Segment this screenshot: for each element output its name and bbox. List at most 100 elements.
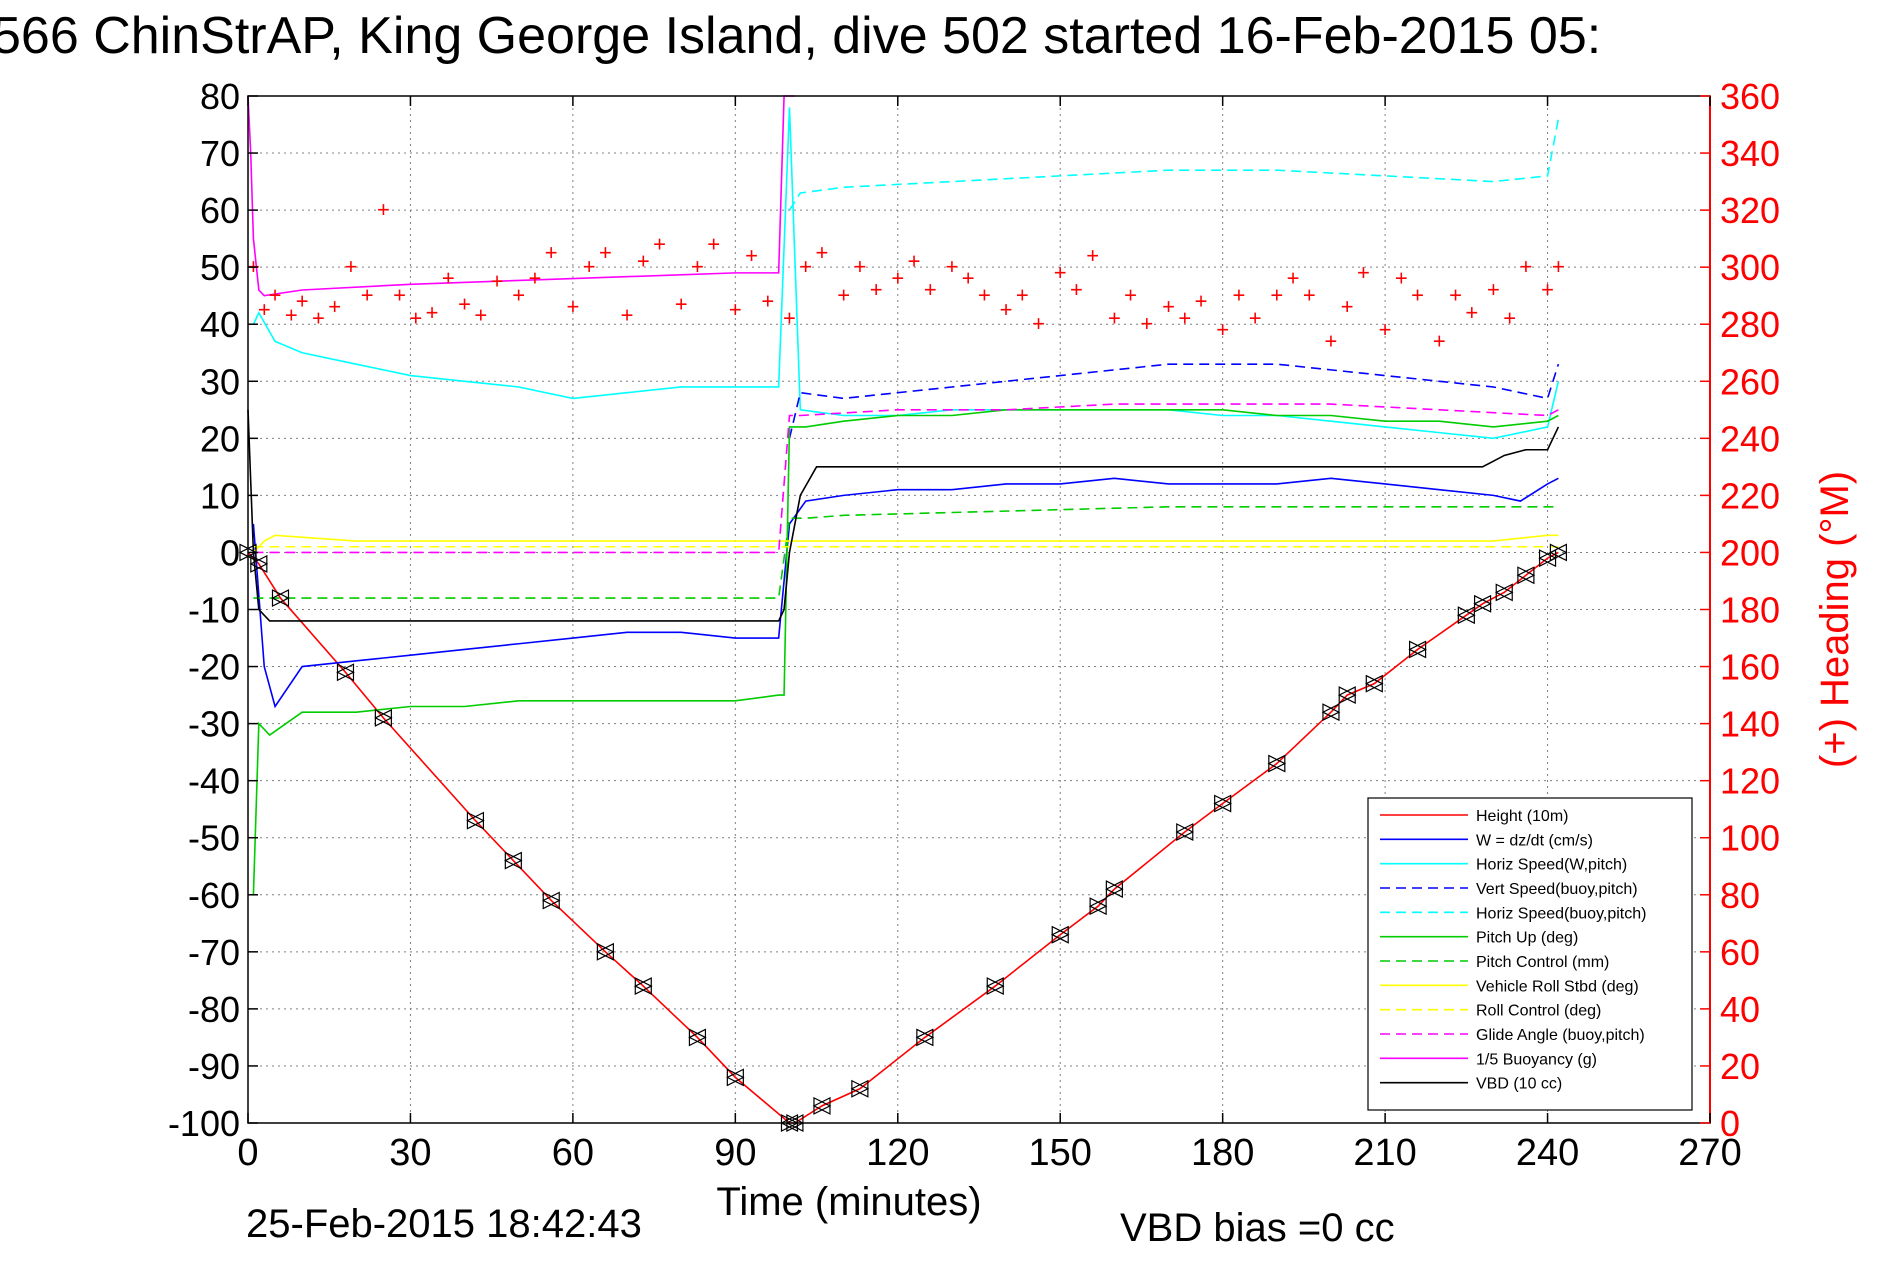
heading-marker: + (1503, 306, 1516, 331)
x-tick-label: 30 (389, 1132, 431, 1174)
heading-marker: + (761, 288, 774, 313)
heading-marker: + (344, 254, 357, 279)
y-tick-label: 10 (200, 475, 240, 516)
height-marker (1175, 823, 1195, 841)
series-line-0 (247, 551, 1559, 1124)
heading-marker: + (1395, 266, 1408, 291)
series-line-3 (788, 363, 1560, 439)
heading-marker: + (908, 248, 921, 273)
legend-entry: Pitch Control (mm) (1476, 954, 1609, 971)
y-tick-label: -30 (188, 704, 240, 745)
heading-marker: + (816, 240, 829, 265)
y2-tick-label: 180 (1720, 590, 1780, 631)
legend-entry: Vehicle Roll Stbd (deg) (1476, 978, 1639, 995)
heading-marker: + (566, 294, 579, 319)
height-marker (850, 1079, 870, 1098)
y2-tick-label: 340 (1720, 133, 1780, 174)
x-tick-label: 0 (237, 1132, 258, 1174)
height-marker (1321, 703, 1341, 722)
y2-tick-label: 120 (1720, 761, 1780, 802)
x-tick-label: 60 (552, 1132, 594, 1174)
heading-marker: + (1325, 328, 1338, 353)
y2-tick-label: 0 (1720, 1103, 1740, 1144)
series-layer: + + + + + + + + + + + + + + + + + + + + + + + + + + + + + + + + + + + + + + + +… (238, 95, 1568, 1132)
series-line-5 (252, 409, 1559, 895)
heading-marker: + (675, 291, 688, 316)
height-marker (1549, 543, 1568, 562)
y-tick-label: 70 (200, 133, 240, 174)
heading-marker: + (945, 254, 958, 279)
y-tick-label: 30 (200, 361, 240, 402)
heading-marker: + (1465, 300, 1478, 325)
series-line-9 (253, 403, 1559, 554)
heading-marker: + (1433, 328, 1446, 353)
y2-tick-label: 240 (1720, 418, 1780, 459)
y2-tick-label: 320 (1720, 190, 1780, 231)
heading-marker: + (1341, 294, 1354, 319)
heading-marker: + (1178, 306, 1191, 331)
heading-marker: + (1449, 283, 1462, 308)
heading-marker: + (361, 283, 374, 308)
heading-marker: + (691, 254, 704, 279)
y-tick-label: 0 (220, 532, 240, 573)
y2-tick-label: 200 (1720, 532, 1780, 573)
x-tick-label: 150 (1029, 1132, 1092, 1174)
heading-marker: + (837, 283, 850, 308)
x-axis-label: Time (minutes) (716, 1180, 981, 1224)
x-tick-label: 120 (866, 1132, 929, 1174)
y-tick-label: -100 (168, 1103, 240, 1144)
heading-marker: + (962, 266, 975, 291)
heading-marker: + (328, 294, 341, 319)
heading-marker: + (442, 266, 455, 291)
heading-marker: + (745, 243, 758, 268)
legend-entry: Vert Speed(buoy,pitch) (1476, 881, 1638, 898)
series-line-6 (253, 505, 1559, 599)
height-marker (812, 1096, 832, 1115)
heading-marker: + (621, 303, 634, 328)
y2-tick-label: 280 (1720, 304, 1780, 345)
series-line-11 (247, 409, 1560, 622)
heading-marker: + (1086, 243, 1099, 268)
height-marker (985, 977, 1005, 996)
height-marker (1473, 594, 1492, 613)
y-tick-label: -70 (188, 932, 240, 973)
y2-tick-label: 300 (1720, 247, 1780, 288)
heading-marker: + (1541, 277, 1554, 302)
heading-marker: + (529, 266, 542, 291)
height-marker (1050, 925, 1070, 944)
x-tick-label: 210 (1353, 1132, 1416, 1174)
heading-marker: + (729, 297, 742, 322)
heading-marker: + (1032, 311, 1045, 336)
heading-marker: + (426, 300, 439, 325)
legend-entry: Horiz Speed(buoy,pitch) (1476, 905, 1646, 922)
y-tick-label: -60 (188, 875, 240, 916)
height-marker (725, 1068, 745, 1087)
heading-marker: + (1379, 317, 1392, 342)
x-tick-label: 90 (714, 1132, 756, 1174)
x-tick-label: 180 (1191, 1132, 1254, 1174)
y2-tick-label: 260 (1720, 361, 1780, 402)
legend-entry: Pitch Up (deg) (1476, 930, 1578, 947)
height-marker (1408, 640, 1427, 659)
timestamp-label: 25-Feb-2015 18:42:43 (246, 1202, 642, 1246)
heading-marker: + (891, 266, 904, 291)
legend: Height (10m) W = dz/dt (cm/s) Horiz Speed(… (1367, 797, 1693, 1111)
series-12: + + + + + + + + + + + + + + + + + + + + + + + + + + + + + + + + + + + + + + + +… (247, 197, 1565, 353)
heading-marker: + (653, 231, 666, 256)
y-tick-label: 40 (200, 304, 240, 345)
heading-marker: + (1552, 254, 1565, 279)
heading-marker: + (258, 297, 271, 322)
heading-marker: + (1270, 283, 1283, 308)
y2-tick-label: 140 (1720, 704, 1780, 745)
x-tick-label: 270 (1678, 1132, 1741, 1174)
heading-marker: + (269, 283, 282, 308)
heading-marker: + (1124, 283, 1137, 308)
height-marker (374, 708, 393, 727)
heading-marker: + (783, 306, 796, 331)
heading-marker: + (1519, 254, 1532, 279)
legend-entry: W = dz/dt (cm/s) (1476, 832, 1593, 849)
height-marker (688, 1028, 707, 1047)
height-marker (1105, 880, 1124, 899)
heading-marker: + (870, 277, 883, 302)
